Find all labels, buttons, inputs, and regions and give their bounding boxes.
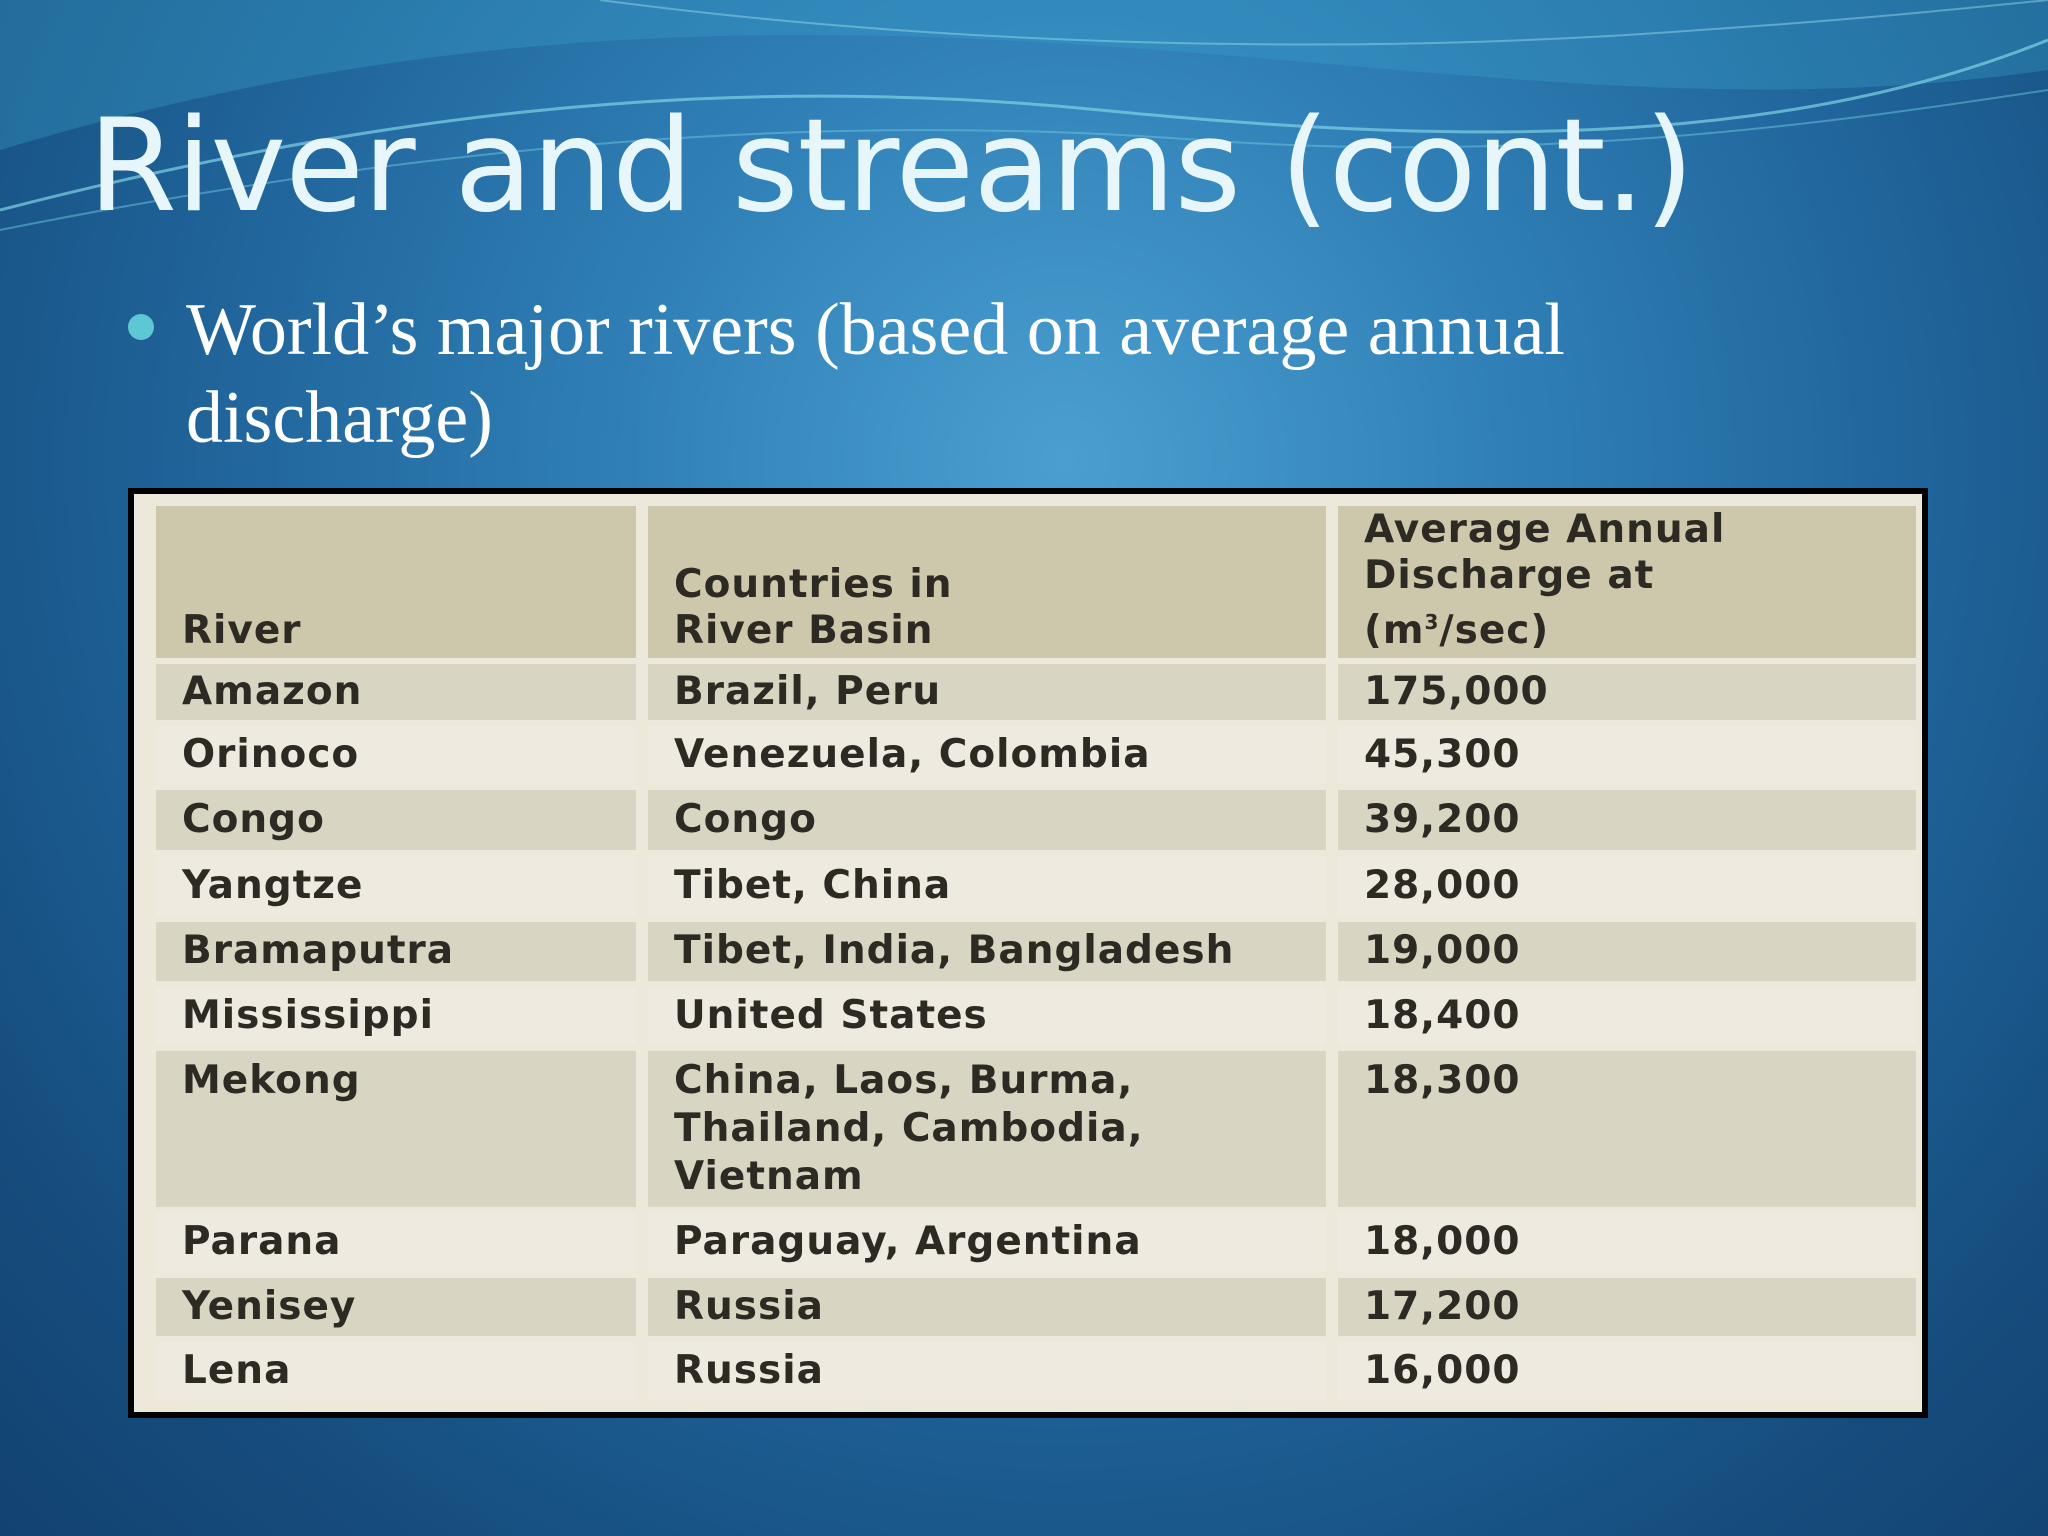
header-discharge-line3: (m3/sec) [1364, 599, 1916, 654]
decorative-wave-graphic [0, 0, 2048, 231]
river-table-image: River Countries in River Basin Average A… [128, 488, 1928, 1418]
table-row: Parana Paraguay, Argentina 18,000 [156, 1213, 1916, 1272]
cell-discharge: 19,000 [1326, 922, 1916, 981]
cell-river: Congo [156, 789, 636, 851]
header-countries-line2: River Basin [674, 607, 934, 653]
cell-countries: Russia [636, 1277, 1326, 1336]
river-discharge-table: River Countries in River Basin Average A… [156, 500, 1916, 1406]
header-river-label: River [182, 607, 302, 653]
table-row: Amazon Brazil, Peru 175,000 [156, 663, 1916, 720]
header-discharge-line2: Discharge at [1364, 552, 1655, 598]
cell-discharge: 16,000 [1326, 1341, 1916, 1400]
cell-river: Lena [156, 1341, 636, 1400]
table-row: Lena Russia 16,000 [156, 1341, 1916, 1400]
table-row: Orinoco Venezuela, Colombia 45,300 [156, 725, 1916, 784]
cell-countries-line3: Vietnam [674, 1153, 864, 1199]
cell-discharge: 18,400 [1326, 986, 1916, 1045]
cell-countries: Paraguay, Argentina [636, 1213, 1326, 1272]
slide-title: River and streams (cont.) [88, 92, 1694, 241]
header-discharge: Average Annual Discharge at (m3/sec) [1326, 506, 1916, 658]
cell-discharge: 28,000 [1326, 856, 1916, 917]
cell-countries: United States [636, 986, 1326, 1045]
header-discharge-line1: Average Annual [1364, 506, 1726, 552]
cell-countries: China, Laos, Burma, Thailand, Cambodia, … [636, 1050, 1326, 1208]
cell-river: Yenisey [156, 1277, 636, 1336]
cell-river: Amazon [156, 663, 636, 720]
table-row: Yenisey Russia 17,200 [156, 1277, 1916, 1336]
cell-discharge: 39,200 [1326, 789, 1916, 851]
header-discharge-unit-sup: 3 [1424, 609, 1440, 634]
cell-discharge: 17,200 [1326, 1277, 1916, 1336]
cell-river: Mekong [156, 1050, 636, 1208]
table-row: Congo Congo 39,200 [156, 789, 1916, 851]
cell-discharge: 45,300 [1326, 725, 1916, 784]
table-row: Mississippi United States 18,400 [156, 986, 1916, 1045]
bullet-text: World’s major rivers (based on average a… [186, 289, 1565, 459]
cell-river: Bramaputra [156, 922, 636, 981]
header-discharge-unit-pre: (m [1364, 607, 1425, 653]
cell-river: Orinoco [156, 725, 636, 784]
cell-discharge: 175,000 [1326, 663, 1916, 720]
table-row: Yangtze Tibet, China 28,000 [156, 856, 1916, 917]
bullet-dot-icon [128, 314, 154, 340]
cell-countries: Venezuela, Colombia [636, 725, 1326, 784]
cell-countries: Russia [636, 1341, 1326, 1400]
cell-discharge: 18,000 [1326, 1213, 1916, 1272]
header-countries-line1: Countries in [674, 561, 953, 607]
header-river: River [156, 506, 636, 658]
cell-countries: Congo [636, 789, 1326, 851]
table-row: Bramaputra Tibet, India, Bangladesh 19,0… [156, 922, 1916, 981]
cell-countries-line1: China, Laos, Burma, [674, 1057, 1134, 1103]
cell-discharge: 18,300 [1326, 1050, 1916, 1208]
cell-river: Parana [156, 1213, 636, 1272]
cell-river: Mississippi [156, 986, 636, 1045]
cell-countries-line2: Thailand, Cambodia, [674, 1105, 1144, 1151]
cell-countries: Tibet, India, Bangladesh [636, 922, 1326, 981]
table-row: Mekong China, Laos, Burma, Thailand, Cam… [156, 1050, 1916, 1208]
header-discharge-unit-post: /sec) [1439, 607, 1550, 653]
table-header-row: River Countries in River Basin Average A… [156, 506, 1916, 658]
cell-countries: Tibet, China [636, 856, 1326, 917]
header-countries: Countries in River Basin [636, 506, 1326, 658]
cell-river: Yangtze [156, 856, 636, 917]
cell-countries: Brazil, Peru [636, 663, 1326, 720]
river-table-container: River Countries in River Basin Average A… [134, 494, 1922, 1412]
